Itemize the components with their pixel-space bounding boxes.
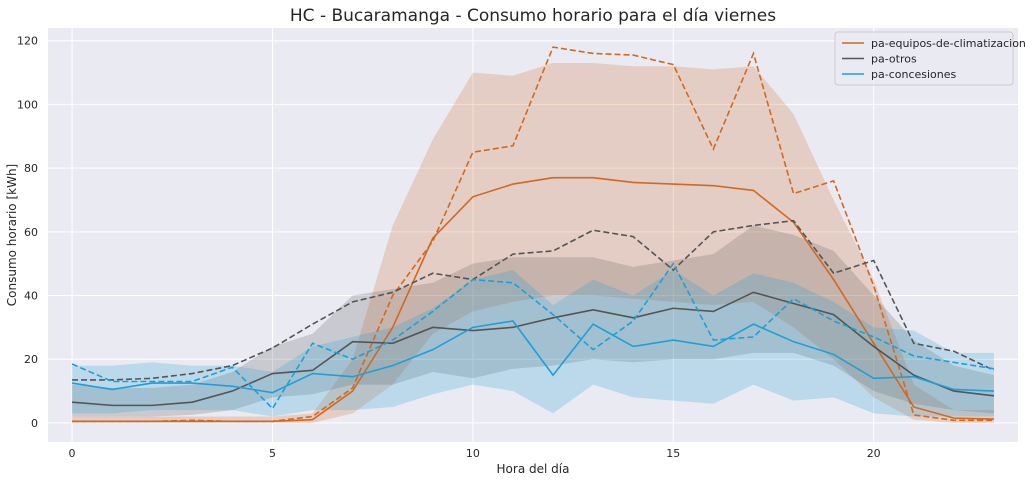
legend-label-pa-otros: pa-otros (871, 53, 917, 66)
vertical-grid (71, 28, 875, 442)
line-mean-pa-otros (71, 291, 995, 407)
y-tick-labels: 0 20 40 60 80 100 120 (17, 35, 38, 430)
band-pa-otros (72, 225, 994, 417)
x-tick-label: 15 (666, 447, 680, 460)
series-lines (71, 46, 995, 423)
y-tick-label: 0 (31, 417, 38, 430)
horizontal-grid (48, 40, 1018, 424)
x-tick-label: 20 (867, 447, 881, 460)
x-tick-label: 10 (466, 447, 480, 460)
y-tick-label: 40 (24, 290, 38, 303)
chart-title: HC - Bucaramanga - Consumo horario para … (290, 6, 776, 26)
y-tick-label: 120 (17, 35, 38, 48)
y-tick-label: 20 (24, 353, 38, 366)
band-pa-equipos-de-climatizacion (72, 63, 994, 423)
y-tick-label: 80 (24, 162, 38, 175)
x-tick-label: 5 (269, 447, 276, 460)
legend: pa-equipos-de-climatizacion pa-otros pa-co… (834, 31, 1025, 86)
y-axis-label: Consumo horario [kWh] (5, 164, 19, 306)
x-tick-labels: 0 5 10 15 20 (69, 447, 881, 460)
line-dashed-pa-otros (72, 219, 995, 381)
confidence-bands (72, 63, 994, 423)
legend-box (834, 31, 1014, 86)
y-tick-label: 60 (24, 226, 38, 239)
x-axis-label: Hora del día (497, 462, 570, 476)
legend-label-pa-concesiones: pa-concesiones (871, 68, 957, 81)
line-mean-pa-concesiones (71, 320, 994, 394)
line-dashed-pa-equipos-de-climatizacion (72, 46, 994, 423)
legend-label-pa-equipos-de-climatizacion: pa-equipos-de-climatizacion (871, 37, 1025, 50)
x-tick-label: 0 (69, 447, 76, 460)
line-dashed-pa-concesiones (71, 262, 995, 410)
band-pa-concesiones (72, 270, 994, 417)
y-tick-label: 100 (17, 98, 38, 111)
